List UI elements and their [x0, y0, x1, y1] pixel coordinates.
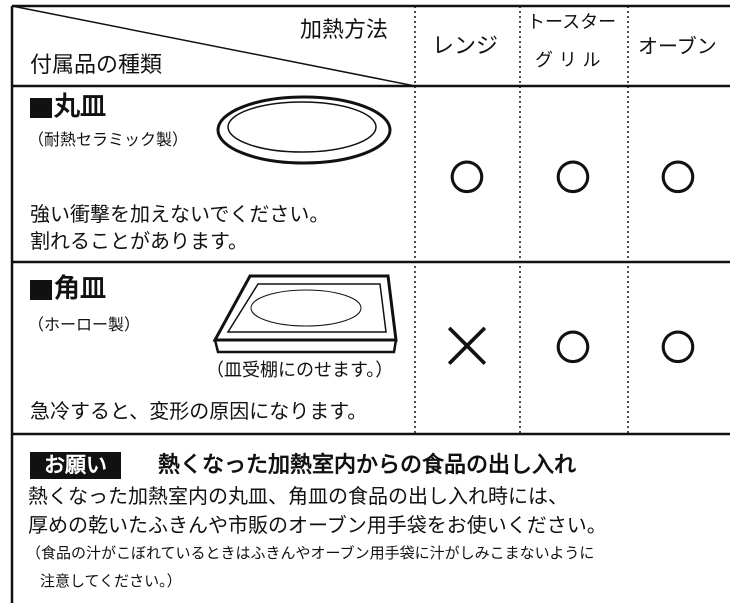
item-name: 丸皿	[54, 92, 107, 122]
request-badge: お願い	[30, 452, 121, 479]
round-plate-icon	[216, 95, 392, 165]
column-header: グ リ ル	[535, 50, 601, 71]
mark: ○	[655, 131, 701, 217]
mark: ○	[655, 301, 701, 387]
column-header: オーブン	[638, 34, 717, 58]
caution: 割れることがあります。	[30, 229, 248, 253]
column-header: トースター	[527, 12, 617, 33]
caution: 強い衝撃を加えないでください。	[30, 202, 330, 226]
caution: 急冷すると、変形の原因になります。	[30, 399, 368, 423]
corner-bottom: 付属品の種類	[30, 53, 163, 78]
item-material: （耐熱セラミック製）	[28, 130, 189, 149]
request-line: 厚めの乾いたふきんや市販のオーブン用手袋をお使いください。	[28, 513, 607, 537]
square-tray-icon	[212, 274, 398, 354]
item-material: （ホーロー製）	[28, 315, 141, 334]
mark: ○	[550, 131, 596, 217]
mark: ○	[444, 131, 490, 217]
mark: ○	[550, 301, 596, 387]
request-small: （食品の汁がこぼれているときはふきんやオーブン用手袋に汁がしみこまないように	[26, 544, 595, 562]
corner-top: 加熱方法	[300, 18, 389, 43]
request-line: 熱くなった加熱室内の丸皿、角皿の食品の出し入れ時には、	[28, 484, 568, 508]
item-note: （皿受棚にのせます。）	[206, 360, 394, 381]
request-small: 注意してください。）	[40, 572, 182, 590]
column-header: レンジ	[432, 34, 499, 59]
item-name: 角皿	[54, 274, 107, 304]
mark: ×	[435, 301, 498, 387]
request-title: 熱くなった加熱室内からの食品の出し入れ	[158, 453, 577, 478]
